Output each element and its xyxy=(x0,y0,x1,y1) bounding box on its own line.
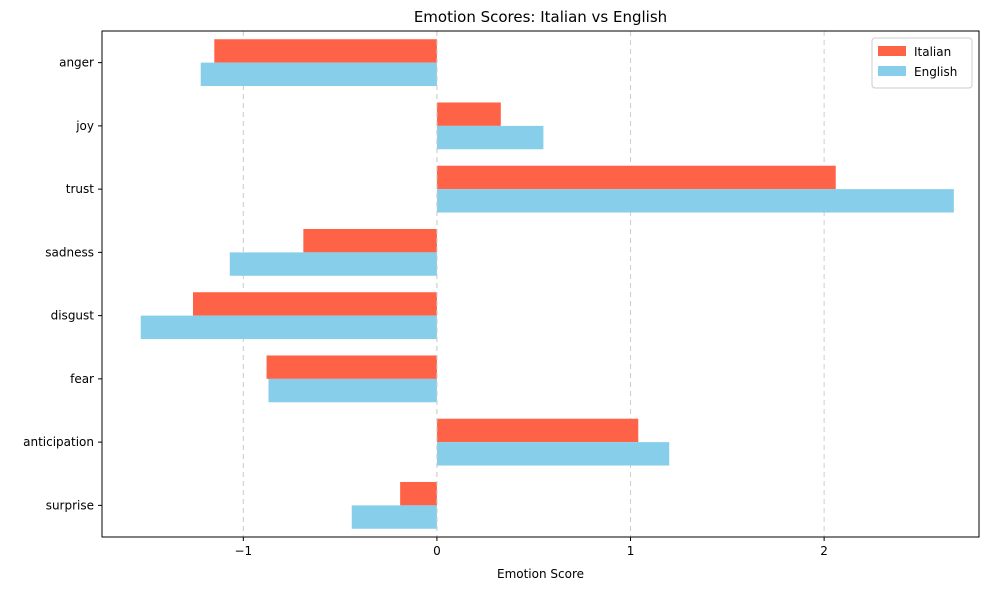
x-tick-label: 1 xyxy=(627,544,635,558)
bar-italian-trust xyxy=(436,165,836,190)
y-tick-label-fear: fear xyxy=(70,372,94,386)
chart-title: Emotion Scores: Italian vs English xyxy=(414,8,667,26)
y-tick-label-surprise: surprise xyxy=(46,498,94,512)
x-tick-label: −1 xyxy=(234,544,252,558)
y-tick-label-joy: joy xyxy=(75,119,94,133)
bar-italian-fear xyxy=(266,355,437,379)
bar-english-joy xyxy=(436,125,544,150)
bar-english-disgust xyxy=(140,315,437,340)
bar-english-anticipation xyxy=(436,442,670,466)
bar-english-trust xyxy=(436,189,954,213)
legend-swatch-english xyxy=(878,66,906,76)
bar-english-anger xyxy=(200,62,437,87)
y-tick-label-sadness: sadness xyxy=(45,245,94,259)
bar-italian-disgust xyxy=(192,292,437,316)
y-tick-label-trust: trust xyxy=(66,182,94,196)
x-tick-label: 2 xyxy=(820,544,828,558)
bar-english-surprise xyxy=(351,505,437,529)
bar-italian-anticipation xyxy=(436,418,639,443)
y-tick-label-anticipation: anticipation xyxy=(23,435,94,449)
x-tick-label: 0 xyxy=(433,544,441,558)
bar-italian-sadness xyxy=(303,228,437,253)
legend-label-english: English xyxy=(914,65,957,79)
bars xyxy=(140,39,954,529)
legend: Italian English xyxy=(871,37,973,89)
bar-italian-joy xyxy=(436,102,501,126)
legend-swatch-italian xyxy=(878,46,906,56)
x-axis-ticks: −1 0 1 2 xyxy=(234,537,828,558)
bar-italian-surprise xyxy=(400,481,437,506)
y-tick-label-anger: anger xyxy=(59,56,94,70)
bar-italian-anger xyxy=(214,39,437,63)
y-axis-ticks: anger joy trust sadness disgust fear anticipat… xyxy=(23,56,102,512)
y-tick-label-disgust: disgust xyxy=(51,309,95,323)
bar-english-fear xyxy=(268,378,437,403)
plot-frame xyxy=(101,30,980,538)
x-axis-label: Emotion Score xyxy=(497,567,584,581)
bar-english-sadness xyxy=(229,252,437,276)
legend-label-italian: Italian xyxy=(914,45,951,59)
